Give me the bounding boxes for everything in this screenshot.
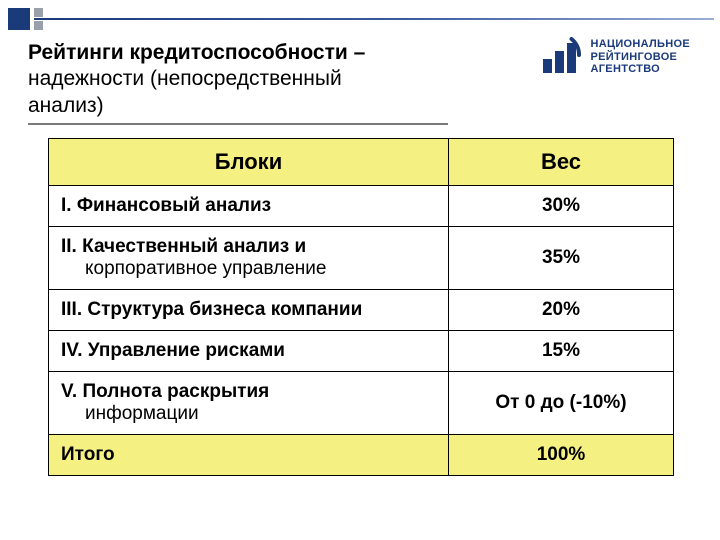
cell-weight: 20% — [449, 290, 674, 331]
table-row: I. Финансовый анализ 30% — [49, 186, 674, 227]
cell-total-value: 100% — [449, 435, 674, 476]
deco-square-large — [8, 8, 30, 30]
logo-line-2: РЕЙТИНГОВОЕ — [591, 51, 690, 64]
logo-line-1: НАЦИОНАЛЬНОЕ — [591, 38, 690, 51]
block-text-line2: информации — [61, 403, 199, 424]
title-underline — [28, 123, 448, 125]
table-row: II. Качественный анализ и корпоративное … — [49, 227, 674, 290]
bar-chart-icon — [539, 35, 583, 79]
cell-weight: 30% — [449, 186, 674, 227]
deco-square-small — [34, 21, 43, 30]
table-row: V. Полнота раскрытия информации От 0 до … — [49, 372, 674, 435]
block-text: III. Структура бизнеса компании — [61, 299, 362, 320]
cell-weight: 15% — [449, 331, 674, 372]
header-divider — [34, 18, 714, 20]
cell-block: V. Полнота раскрытия информации — [49, 372, 449, 435]
cell-total-label: Итого — [49, 435, 449, 476]
table-row: III. Структура бизнеса компании 20% — [49, 290, 674, 331]
logo-line-3: АГЕНТСТВО — [591, 63, 690, 76]
title-bold: Рейтинги кредитоспособности – — [28, 41, 365, 64]
cell-weight: От 0 до (-10%) — [449, 372, 674, 435]
agency-logo: НАЦИОНАЛЬНОЕ РЕЙТИНГОВОЕ АГЕНТСТВО — [539, 35, 690, 79]
page-title-wrap: Рейтинги кредитоспособности – надежности… — [28, 40, 448, 125]
col-header-blocks: Блоки — [49, 139, 449, 186]
deco-square-small — [34, 8, 43, 17]
table-total-row: Итого 100% — [49, 435, 674, 476]
block-text-line2: корпоративное управление — [61, 258, 326, 279]
col-header-weight: Вес — [449, 139, 674, 186]
cell-block: II. Качественный анализ и корпоративное … — [49, 227, 449, 290]
page-title: Рейтинги кредитоспособности – надежности… — [28, 40, 448, 119]
table-header-row: Блоки Вес — [49, 139, 674, 186]
weights-table: Блоки Вес I. Финансовый анализ 30% II. К… — [48, 138, 674, 476]
block-text-line1: II. Качественный анализ и — [61, 236, 306, 257]
block-text: IV. Управление рисками — [61, 340, 285, 361]
cell-block: IV. Управление рисками — [49, 331, 449, 372]
title-line-2: анализ) — [28, 94, 104, 117]
cell-block: III. Структура бизнеса компании — [49, 290, 449, 331]
table-row: IV. Управление рисками 15% — [49, 331, 674, 372]
logo-text: НАЦИОНАЛЬНОЕ РЕЙТИНГОВОЕ АГЕНТСТВО — [591, 38, 690, 76]
cell-block: I. Финансовый анализ — [49, 186, 449, 227]
title-line-1: надежности (непосредственный — [28, 67, 342, 90]
block-text-line1: V. Полнота раскрытия — [61, 381, 269, 402]
block-text: I. Финансовый анализ — [61, 195, 271, 216]
weights-table-wrap: Блоки Вес I. Финансовый анализ 30% II. К… — [48, 138, 674, 476]
cell-weight: 35% — [449, 227, 674, 290]
